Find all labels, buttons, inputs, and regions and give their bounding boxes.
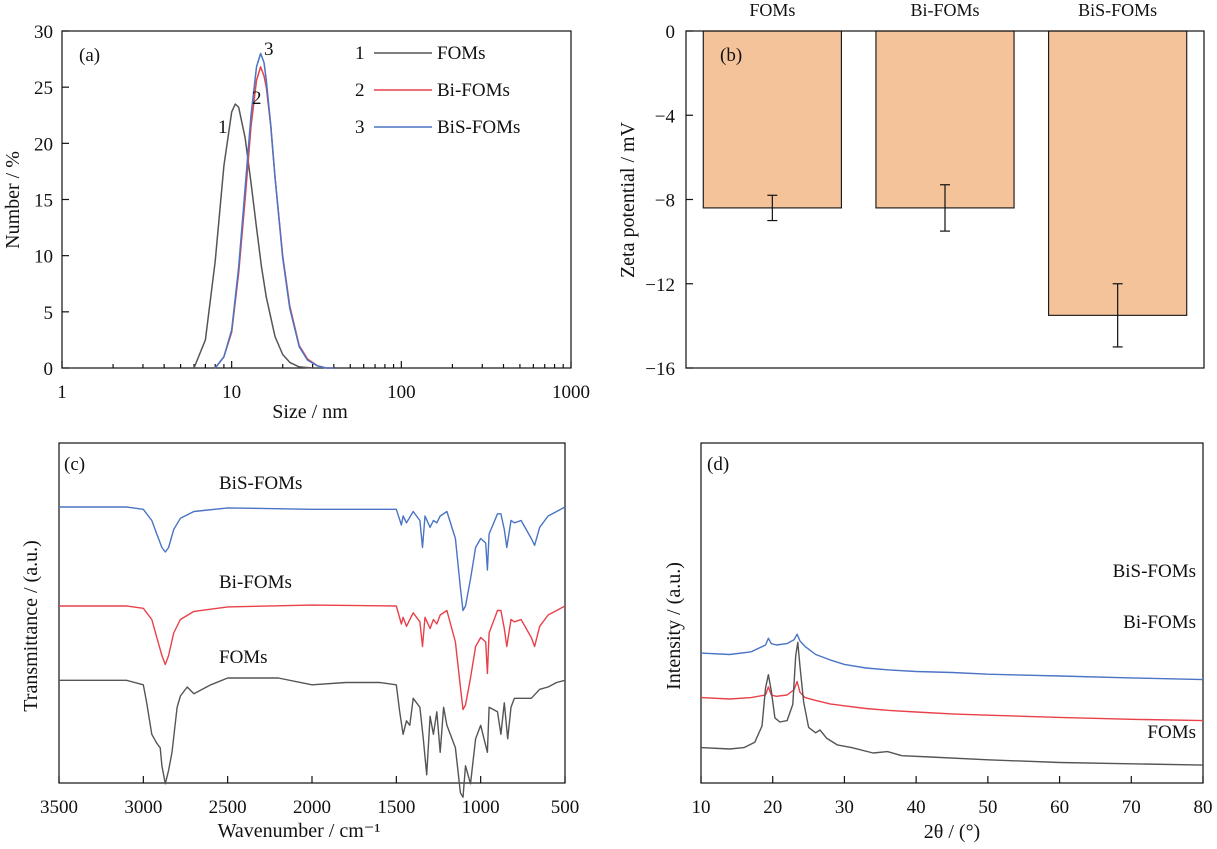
panel-c-x-tick-label: 2000 (293, 797, 331, 818)
panel-a-size-distribution: 1 10 100 1000 0 5 10 15 20 25 30 (a) Size / nm Num… (2, 22, 590, 423)
panel-d-ticks: 10 20 30 40 50 60 70 80 (692, 776, 1213, 818)
panel-b-y-axis-title: Zeta potential / mV (617, 121, 639, 278)
panel-c-x-tick-label: 2500 (209, 797, 247, 818)
panel-b-bar-foms (702, 30, 842, 209)
legend-num-1: 1 (355, 43, 365, 64)
panel-c-curves (59, 506, 566, 798)
panel-a-y-tick-label: 15 (34, 191, 53, 212)
panel-d-x-tick-label: 10 (692, 797, 711, 818)
panel-b-category-label: FOMs (749, 0, 795, 20)
legend-num-3: 3 (355, 117, 365, 138)
legend-label-bi-foms: Bi-FOMs (437, 80, 510, 101)
panel-d-x-tick-label: 60 (1050, 797, 1069, 818)
panel-c-tag: (c) (64, 454, 85, 475)
panel-d-label-foms: FOMs (1147, 722, 1196, 743)
panel-a-y-tick-label: 0 (44, 359, 54, 380)
panel-a-x-tick-label: 10 (222, 382, 241, 403)
panel-a-legend: 1 FOMs 2 Bi-FOMs 3 BiS-FOMs (355, 43, 520, 138)
panel-d-series-bi-foms (700, 680, 1204, 722)
panel-d-x-axis-title: 2θ / (°) (924, 821, 980, 843)
panel-a-y-tick-label: 5 (44, 303, 54, 324)
panel-b-ticks: 0 −4 −8 −12 −16 (645, 22, 693, 380)
panel-c-label-foms: FOMs (219, 647, 268, 668)
panel-b-category-label: BiS-FOMs (1078, 0, 1157, 20)
panel-b-y-tick-label: −8 (655, 191, 675, 212)
panel-d-x-axis-title-text: 2θ / (°) (924, 821, 980, 843)
panel-a-y-tick-label: 30 (34, 22, 53, 43)
panel-b-y-tick-label: −4 (655, 106, 676, 127)
panel-b-category-label: Bi-FOMs (910, 0, 979, 20)
panel-b-y-tick-label: −16 (645, 359, 675, 380)
panel-a-ticks: 1 10 100 1000 0 5 10 15 20 25 30 (34, 22, 590, 403)
panel-c-series-bi-foms (59, 604, 566, 711)
panel-a-curve-label-3: 3 (264, 39, 274, 60)
panel-a-x-tick-label: 1000 (552, 382, 590, 403)
panel-c-ftir: 3500 3000 2500 2000 1500 1000 500 (c) BiS-FOMs… (20, 442, 579, 842)
panel-c-y-axis-title: Transmittance / (a.u.) (20, 540, 42, 711)
panel-d-curves (700, 633, 1204, 766)
panel-c-x-tick-label: 1000 (462, 797, 500, 818)
panel-d-label-bi-foms: Bi-FOMs (1123, 612, 1196, 633)
panel-d-label-bis-foms: BiS-FOMs (1113, 561, 1196, 582)
panel-d-x-tick-label: 30 (835, 797, 854, 818)
panel-d-series-foms (700, 641, 1204, 766)
panel-c-series-bis-foms (59, 506, 566, 612)
panel-d-x-tick-label: 40 (907, 797, 926, 818)
panel-b-y-tick-label: 0 (666, 22, 676, 43)
panel-b-zeta-potential: FOMs Bi-FOMs BiS-FOMs 0 −4 −8 −12 −16 (b) Zeta… (617, 0, 1205, 380)
panel-d-xrd: 10 20 30 40 50 60 70 80 (d) BiS-FOMs Bi-FOMs FO… (663, 442, 1213, 843)
panel-a-y-tick-label: 20 (34, 134, 53, 155)
panel-a-x-axis-title: Size / nm (272, 401, 348, 423)
panel-c-label-bis-foms: BiS-FOMs (219, 473, 302, 494)
panel-c-x-axis-title: Wavenumber / cm⁻¹ (218, 820, 381, 842)
legend-num-2: 2 (355, 80, 365, 101)
panel-c-x-tick-label: 1500 (377, 797, 415, 818)
panel-c-series-foms (59, 677, 566, 798)
panel-d-x-tick-label: 80 (1194, 797, 1213, 818)
panel-a-x-tick-label: 1 (57, 382, 67, 403)
legend-label-foms: FOMs (437, 43, 486, 64)
panel-d-x-tick-label: 70 (1122, 797, 1141, 818)
panel-b-tag: (b) (720, 45, 742, 66)
panel-c-x-tick-label: 3500 (40, 797, 78, 818)
panel-c-ticks: 3500 3000 2500 2000 1500 1000 500 (40, 776, 579, 818)
panel-a-x-tick-label: 100 (387, 382, 416, 403)
panel-a-curve-label-1: 1 (218, 117, 228, 138)
panel-a-y-axis-title: Number / % (2, 151, 24, 249)
panel-a-y-tick-label: 10 (34, 247, 53, 268)
panel-d-series-bis-foms (700, 633, 1204, 681)
panel-a-y-tick-label: 25 (34, 78, 53, 99)
panel-d-tag: (d) (707, 454, 729, 475)
panel-a-series-foms (193, 103, 324, 369)
panel-b-bars: FOMs Bi-FOMs BiS-FOMs (702, 0, 1188, 348)
panel-c-x-tick-label: 500 (551, 797, 580, 818)
panel-c-label-bi-foms: Bi-FOMs (219, 572, 292, 593)
panel-b-bar-bi-foms (875, 30, 1015, 209)
panel-c-frame (58, 442, 566, 784)
panel-d-x-tick-label: 20 (763, 797, 782, 818)
panel-c-x-tick-label: 3000 (124, 797, 162, 818)
panel-a-curves (193, 52, 334, 369)
panel-d-x-tick-label: 50 (978, 797, 997, 818)
panel-d-y-axis-title: Intensity / (a.u.) (663, 562, 685, 690)
panel-b-bar-bis-foms (1048, 30, 1188, 316)
panel-a-tag: (a) (79, 45, 100, 66)
panel-d-frame (700, 442, 1204, 784)
panel-a-series-bis-foms (214, 52, 334, 369)
panel-b-y-tick-label: −12 (645, 275, 675, 296)
panel-a-curve-label-2: 2 (252, 88, 262, 109)
legend-label-bis-foms: BiS-FOMs (437, 117, 520, 138)
